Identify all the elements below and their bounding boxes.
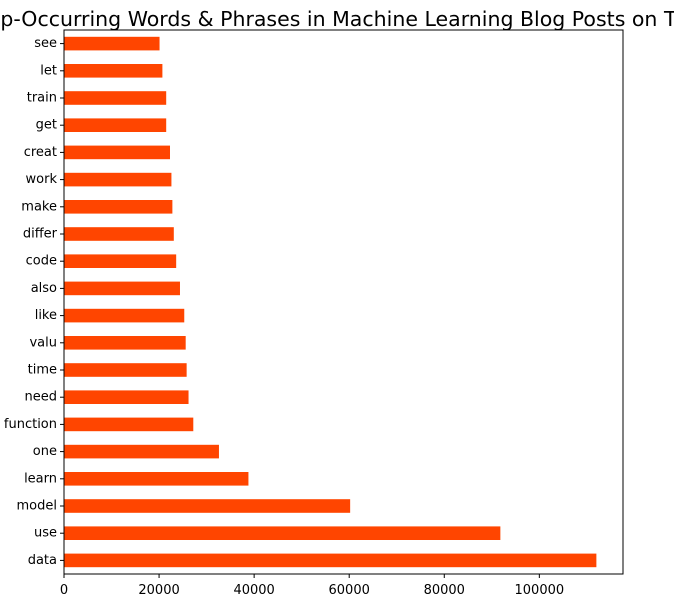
y-tick-label: function: [4, 417, 57, 432]
y-tick-label: valu: [29, 335, 57, 350]
chart-title: Top-Occurring Words & Phrases in Machine…: [0, 7, 674, 31]
y-tick-label: need: [25, 390, 58, 405]
x-tick-label: 40000: [233, 583, 274, 598]
y-tick-label: time: [28, 363, 57, 378]
y-tick-label: creat: [24, 145, 57, 160]
bar-differ: [64, 227, 174, 241]
plot-frame: [63, 29, 624, 575]
bar-learn: [64, 472, 249, 486]
bar-function: [64, 417, 194, 432]
bar-make: [64, 200, 173, 214]
bar-data: [64, 553, 597, 568]
bar-get: [64, 118, 167, 132]
y-tick-label: learn: [24, 471, 57, 486]
x-tick-label: 60000: [329, 583, 370, 598]
y-tick-label: make: [21, 199, 57, 214]
y-tick-label: let: [40, 63, 57, 78]
y-tick-label: work: [26, 172, 58, 187]
bar-let: [64, 64, 163, 78]
bar-use: [64, 526, 501, 540]
y-tick-label: model: [17, 499, 57, 514]
bar-train: [64, 91, 167, 105]
y-tick-label: also: [31, 281, 57, 296]
y-tick-label: see: [34, 36, 57, 51]
bar-work: [64, 172, 172, 187]
bar-like: [64, 308, 185, 323]
x-tick-label: 100000: [515, 583, 565, 598]
bar-one: [64, 444, 219, 459]
bar-also: [64, 281, 180, 296]
x-tick-label: 0: [60, 583, 68, 598]
x-axis-ticks: 0 20000 40000 60000 80000 100000: [60, 574, 564, 598]
bar-creat: [64, 145, 171, 160]
x-tick-label: 20000: [138, 583, 179, 598]
bar-model: [64, 499, 351, 513]
y-tick-label: differ: [23, 227, 58, 242]
bar-see: [64, 36, 160, 51]
bar-need: [64, 390, 189, 404]
x-tick-label: 80000: [424, 583, 465, 598]
bar-code: [64, 254, 177, 268]
bars-group: [64, 36, 597, 568]
y-tick-label: data: [28, 553, 57, 568]
y-tick-label: code: [26, 254, 57, 269]
bar-time: [64, 363, 187, 377]
y-tick-label: use: [34, 526, 57, 541]
y-tick-label: like: [35, 308, 57, 323]
bar-valu: [64, 336, 186, 350]
y-tick-label: one: [33, 444, 57, 459]
y-tick-label: get: [36, 118, 57, 133]
y-tick-label: train: [27, 91, 57, 106]
y-axis-ticks: data use model learn one function need time valu…: [4, 36, 64, 568]
